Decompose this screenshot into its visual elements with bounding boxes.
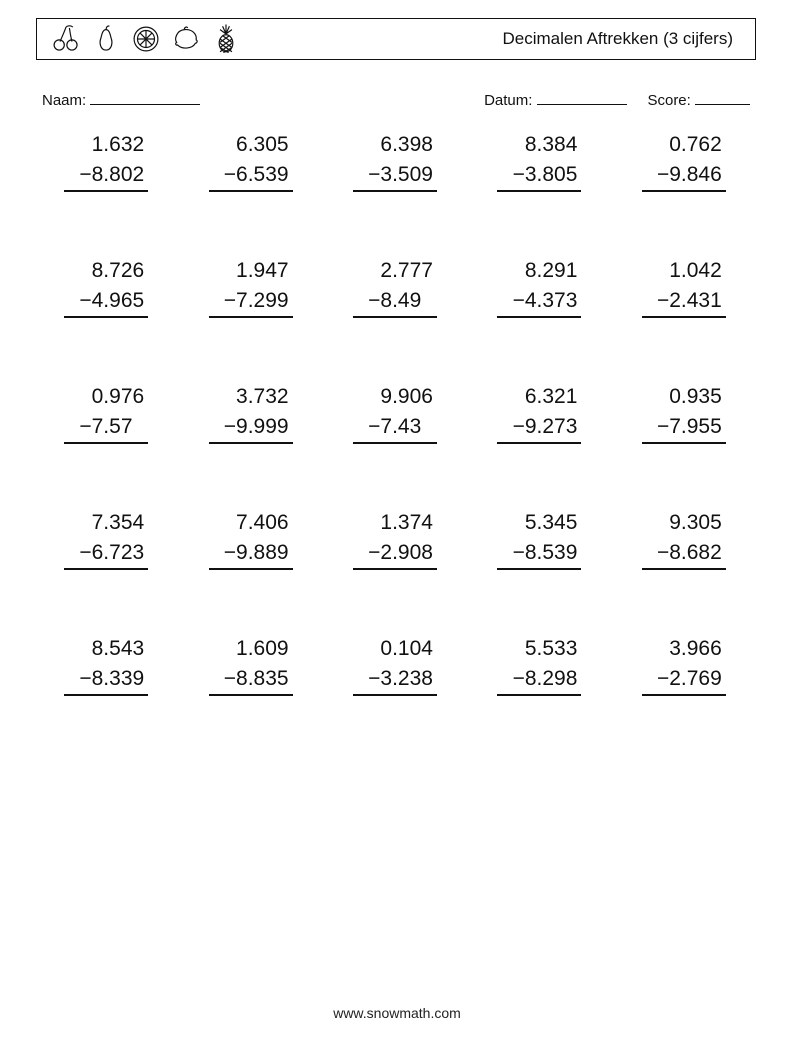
pineapple-icon bbox=[209, 22, 243, 56]
minuend: 7.406 bbox=[209, 508, 293, 538]
date-blank[interactable] bbox=[537, 90, 627, 105]
subtrahend: −2.908 bbox=[353, 538, 437, 570]
problem-17: 7.406−9.889 bbox=[178, 508, 322, 570]
minuend: 1.632 bbox=[64, 130, 148, 160]
subtrahend: −7.57 bbox=[64, 412, 148, 444]
fruit-icon-row bbox=[49, 22, 243, 56]
problem-13: 9.906−7.43 bbox=[323, 382, 467, 444]
subtrahend: −8.298 bbox=[497, 664, 581, 696]
minuend: 9.305 bbox=[642, 508, 726, 538]
minuend: 0.104 bbox=[353, 634, 437, 664]
worksheet-title: Decimalen Aftrekken (3 cijfers) bbox=[502, 29, 743, 49]
subtrahend: −3.238 bbox=[353, 664, 437, 696]
minuend: 0.935 bbox=[642, 382, 726, 412]
problem-5: 0.762−9.846 bbox=[612, 130, 756, 192]
subtrahend: −8.339 bbox=[64, 664, 148, 696]
problem-1: 1.632−8.802 bbox=[34, 130, 178, 192]
problem-16: 7.354−6.723 bbox=[34, 508, 178, 570]
score-label: Score: bbox=[647, 92, 690, 109]
problem-19: 5.345−8.539 bbox=[467, 508, 611, 570]
subtrahend: −8.802 bbox=[64, 160, 148, 192]
problem-6: 8.726−4.965 bbox=[34, 256, 178, 318]
name-blank[interactable] bbox=[90, 90, 200, 105]
problem-15: 0.935−7.955 bbox=[612, 382, 756, 444]
problem-2: 6.305−6.539 bbox=[178, 130, 322, 192]
subtrahend: −6.539 bbox=[209, 160, 293, 192]
minuend: 1.042 bbox=[642, 256, 726, 286]
minuend: 1.609 bbox=[209, 634, 293, 664]
minuend: 8.291 bbox=[497, 256, 581, 286]
worksheet-page: Decimalen Aftrekken (3 cijfers) Naam: Da… bbox=[0, 0, 794, 1053]
subtrahend: −8.539 bbox=[497, 538, 581, 570]
subtrahend: −9.999 bbox=[209, 412, 293, 444]
minuend: 5.345 bbox=[497, 508, 581, 538]
score-blank[interactable] bbox=[695, 90, 750, 105]
minuend: 8.384 bbox=[497, 130, 581, 160]
minuend: 6.398 bbox=[353, 130, 437, 160]
subtrahend: −9.889 bbox=[209, 538, 293, 570]
subtrahend: −9.273 bbox=[497, 412, 581, 444]
minuend: 1.374 bbox=[353, 508, 437, 538]
problem-8: 2.777−8.49 bbox=[323, 256, 467, 318]
minuend: 3.966 bbox=[642, 634, 726, 664]
pear-icon bbox=[89, 22, 123, 56]
minuend: 6.321 bbox=[497, 382, 581, 412]
subtrahend: −4.965 bbox=[64, 286, 148, 318]
problem-10: 1.042−2.431 bbox=[612, 256, 756, 318]
minuend: 2.777 bbox=[353, 256, 437, 286]
subtrahend: −8.682 bbox=[642, 538, 726, 570]
minuend: 9.906 bbox=[353, 382, 437, 412]
problem-14: 6.321−9.273 bbox=[467, 382, 611, 444]
problem-12: 3.732−9.999 bbox=[178, 382, 322, 444]
problem-20: 9.305−8.682 bbox=[612, 508, 756, 570]
minuend: 8.543 bbox=[64, 634, 148, 664]
minuend: 0.976 bbox=[64, 382, 148, 412]
minuend: 7.354 bbox=[64, 508, 148, 538]
subtrahend: −7.299 bbox=[209, 286, 293, 318]
problem-4: 8.384−3.805 bbox=[467, 130, 611, 192]
problems-grid: 1.632−8.8026.305−6.5396.398−3.5098.384−3… bbox=[34, 130, 756, 696]
orange-slice-icon bbox=[129, 22, 163, 56]
problem-22: 1.609−8.835 bbox=[178, 634, 322, 696]
subtrahend: −8.835 bbox=[209, 664, 293, 696]
subtrahend: −4.373 bbox=[497, 286, 581, 318]
subtrahend: −3.805 bbox=[497, 160, 581, 192]
header-box: Decimalen Aftrekken (3 cijfers) bbox=[36, 18, 756, 60]
problem-7: 1.947−7.299 bbox=[178, 256, 322, 318]
subtrahend: −9.846 bbox=[642, 160, 726, 192]
subtrahend: −7.43 bbox=[353, 412, 437, 444]
problem-18: 1.374−2.908 bbox=[323, 508, 467, 570]
lemon-icon bbox=[169, 22, 203, 56]
cherry-icon bbox=[49, 22, 83, 56]
minuend: 5.533 bbox=[497, 634, 581, 664]
minuend: 8.726 bbox=[64, 256, 148, 286]
minuend: 6.305 bbox=[209, 130, 293, 160]
minuend: 0.762 bbox=[642, 130, 726, 160]
problem-23: 0.104−3.238 bbox=[323, 634, 467, 696]
subtrahend: −6.723 bbox=[64, 538, 148, 570]
problem-11: 0.976−7.57 bbox=[34, 382, 178, 444]
problem-24: 5.533−8.298 bbox=[467, 634, 611, 696]
subtrahend: −2.431 bbox=[642, 286, 726, 318]
problem-21: 8.543−8.339 bbox=[34, 634, 178, 696]
problem-25: 3.966−2.769 bbox=[612, 634, 756, 696]
subtrahend: −7.955 bbox=[642, 412, 726, 444]
name-label: Naam: bbox=[42, 92, 86, 109]
problem-9: 8.291−4.373 bbox=[467, 256, 611, 318]
subtrahend: −2.769 bbox=[642, 664, 726, 696]
footer-link: www.snowmath.com bbox=[0, 1005, 794, 1021]
minuend: 1.947 bbox=[209, 256, 293, 286]
date-label: Datum: bbox=[484, 92, 532, 109]
minuend: 3.732 bbox=[209, 382, 293, 412]
problem-3: 6.398−3.509 bbox=[323, 130, 467, 192]
subtrahend: −8.49 bbox=[353, 286, 437, 318]
subtrahend: −3.509 bbox=[353, 160, 437, 192]
